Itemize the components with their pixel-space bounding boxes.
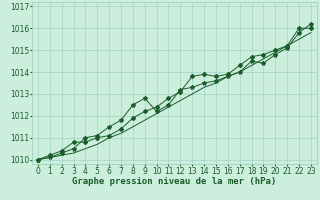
X-axis label: Graphe pression niveau de la mer (hPa): Graphe pression niveau de la mer (hPa) bbox=[72, 177, 276, 186]
